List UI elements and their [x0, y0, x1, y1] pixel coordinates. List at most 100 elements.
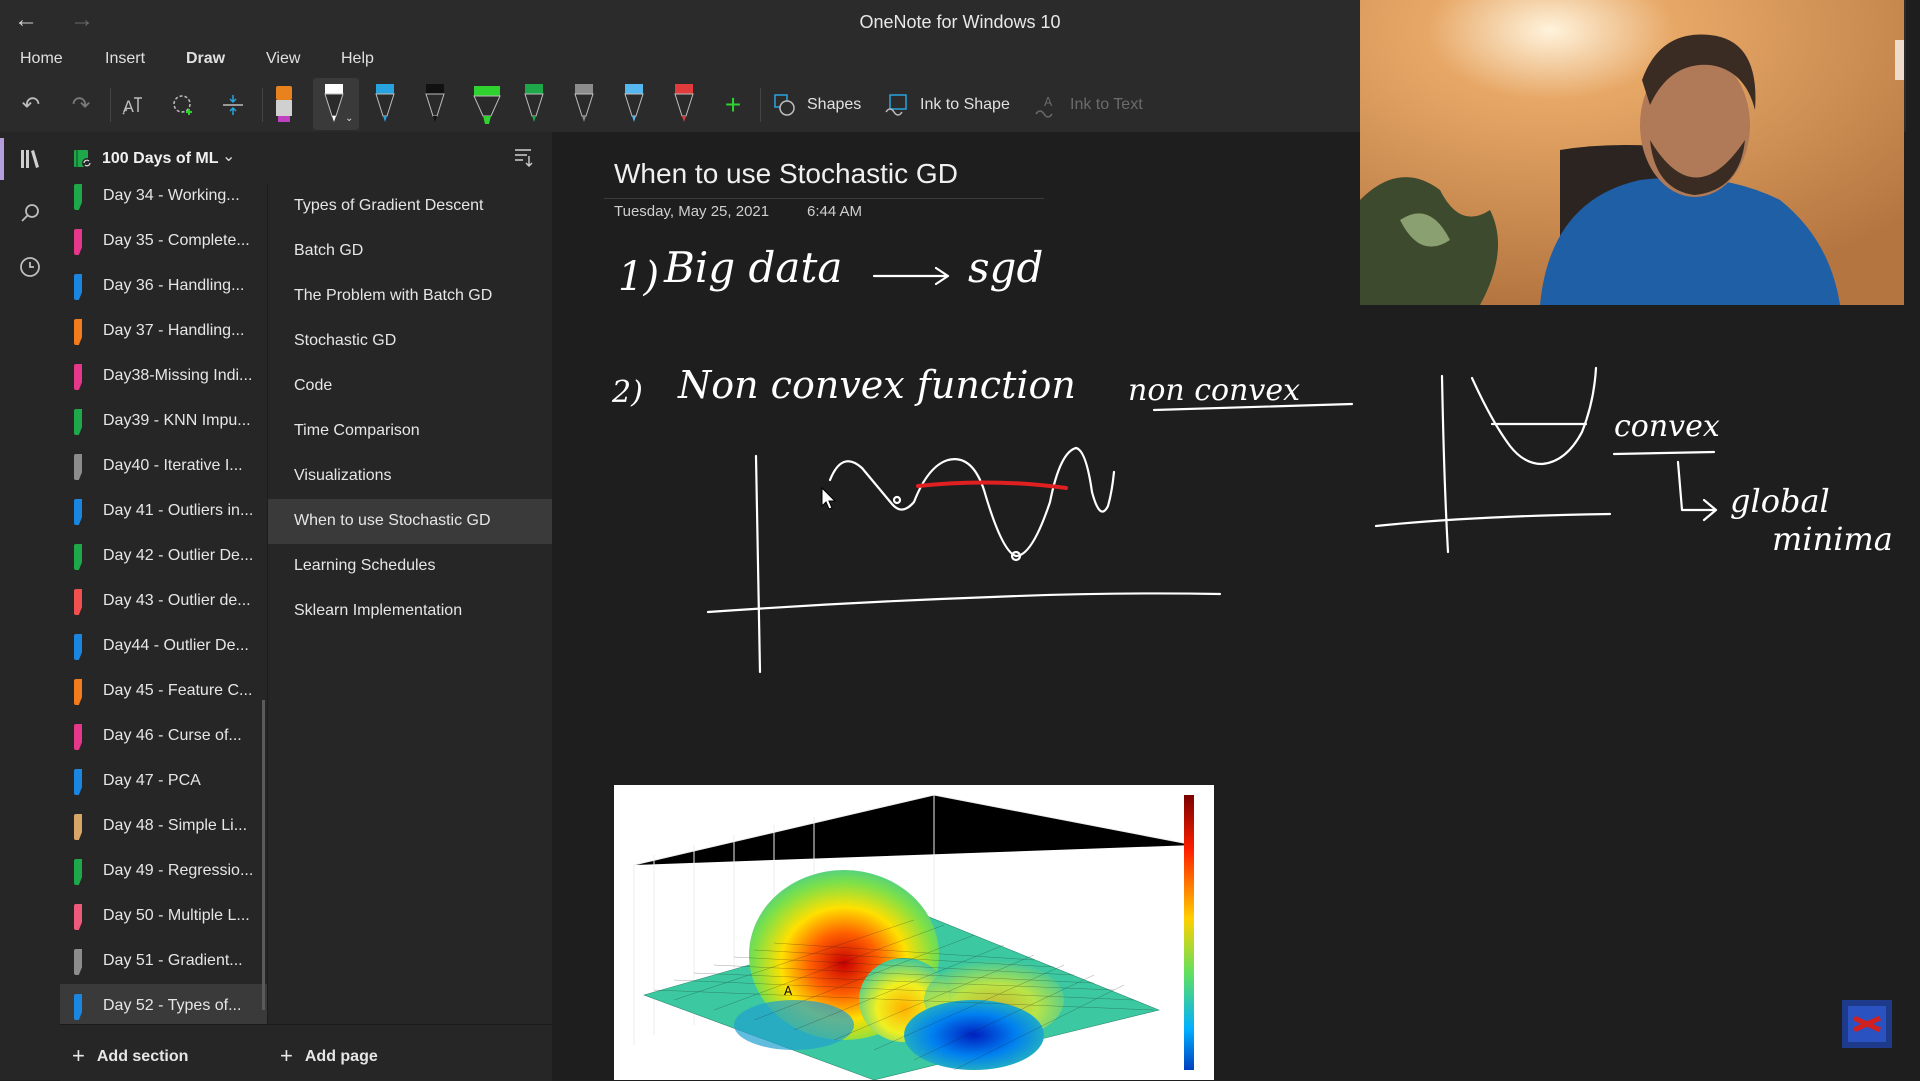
section-item[interactable]: Day 34 - Working... [60, 184, 267, 219]
pen-red-icon[interactable] [672, 82, 696, 126]
shapes-icon[interactable] [770, 90, 800, 120]
pen-green-icon[interactable] [522, 82, 546, 126]
notebook-name[interactable]: 100 Days of ML [102, 150, 219, 167]
section-label: Day 41 - Outliers in... [103, 502, 254, 519]
page-item[interactable]: Code [268, 364, 553, 409]
tab-view[interactable]: View [266, 50, 301, 67]
section-item[interactable]: Day 48 - Simple Li... [60, 804, 267, 849]
pen-blue-icon[interactable] [373, 82, 397, 126]
section-color-tab-icon [74, 814, 82, 840]
add-space-icon[interactable] [218, 90, 248, 120]
sort-icon[interactable] [512, 146, 534, 173]
add-section-button[interactable]: + Add section [72, 1043, 188, 1069]
section-item[interactable]: Day 42 - Outlier De... [60, 534, 267, 579]
ink-line1-text: Big data [663, 243, 842, 292]
page-item[interactable]: The Problem with Batch GD [268, 274, 553, 319]
highlighter-green-icon[interactable] [472, 82, 502, 126]
notebooks-icon[interactable] [15, 144, 45, 174]
section-item[interactable]: Day39 - KNN Impu... [60, 399, 267, 444]
tab-insert[interactable]: Insert [105, 50, 146, 67]
page-title[interactable]: When to use Stochastic GD [614, 158, 958, 189]
recent-clock-icon[interactable] [15, 252, 45, 282]
section-item[interactable]: Day40 - Iterative I... [60, 444, 267, 489]
section-item[interactable]: Day 45 - Feature C... [60, 669, 267, 714]
pen-lightblue-icon[interactable] [622, 82, 646, 126]
section-item[interactable]: Day 49 - Regressio... [60, 849, 267, 894]
page-item[interactable]: Stochastic GD [268, 319, 553, 364]
ink-hook-arrow [1676, 460, 1718, 522]
ink-to-text-button[interactable]: Ink to Text [1070, 96, 1143, 113]
section-item[interactable]: Day 46 - Curse of... [60, 714, 267, 759]
ink-to-shape-icon[interactable] [882, 90, 912, 120]
page-label: Visualizations [294, 467, 392, 484]
surface-plot-image[interactable]: A [614, 785, 1214, 1080]
ink-red-line [916, 480, 1068, 490]
add-pen-icon[interactable]: + [724, 89, 742, 120]
section-item[interactable]: Day 50 - Multiple L... [60, 894, 267, 939]
section-label: Day 43 - Outlier de... [103, 592, 251, 609]
page-item[interactable]: Visualizations [268, 454, 553, 499]
page-item[interactable]: When to use Stochastic GD [268, 499, 553, 544]
redo-icon[interactable]: ↷ [71, 92, 91, 117]
section-item[interactable]: Day 35 - Complete... [60, 219, 267, 264]
section-label: Day 47 - PCA [103, 772, 201, 789]
title-underline [604, 198, 1044, 199]
tab-home[interactable]: Home [20, 50, 63, 67]
rail-selected-indicator [0, 138, 4, 180]
section-label: Day 46 - Curse of... [103, 727, 242, 744]
tab-draw[interactable]: Draw [186, 50, 226, 79]
section-item[interactable]: Day 36 - Handling... [60, 264, 267, 309]
section-item[interactable]: Day44 - Outlier De... [60, 624, 267, 669]
app-thumbnail-icon [1842, 1000, 1892, 1048]
section-label: Day 48 - Simple Li... [103, 817, 248, 834]
pen-black-icon[interactable] [423, 82, 447, 126]
page-item[interactable]: Sklearn Implementation [268, 589, 553, 634]
tab-help[interactable]: Help [341, 50, 374, 67]
section-item[interactable]: Day 47 - PCA [60, 759, 267, 804]
lasso-icon[interactable] [168, 90, 198, 120]
section-item[interactable]: Day 43 - Outlier de... [60, 579, 267, 624]
section-item[interactable]: Day 41 - Outliers in... [60, 489, 267, 534]
webcam-overlay [1360, 0, 1904, 305]
page-item[interactable]: Types of Gradient Descent [268, 184, 553, 229]
ink-x-axis [706, 592, 1222, 614]
ink-arrow [872, 266, 950, 286]
ink-drawing[interactable]: 1) Big data sgd 2) Non convex function n… [552, 132, 1920, 782]
section-item[interactable]: Day38-Missing Indi... [60, 354, 267, 399]
ink-global-minimum-point [1010, 550, 1022, 562]
arrow-right-icon[interactable]: → [70, 6, 94, 33]
plus-icon: + [280, 1043, 293, 1068]
section-item[interactable]: Day 51 - Gradient... [60, 939, 267, 984]
section-item[interactable]: Day 52 - Types of... [60, 984, 267, 1024]
section-color-tab-icon [74, 679, 82, 705]
page-list: Types of Gradient Descent Batch GD The Pro… [267, 184, 553, 1024]
section-label: Day 35 - Complete... [103, 232, 250, 249]
page-label: When to use Stochastic GD [294, 512, 491, 529]
page-item[interactable]: Batch GD [268, 229, 553, 274]
page-label: Types of Gradient Descent [294, 197, 484, 214]
lasso-select-icon[interactable]: A [118, 90, 148, 120]
pen-white-icon[interactable] [322, 82, 346, 126]
section-color-tab-icon [74, 184, 82, 210]
pen-orange-icon[interactable] [272, 82, 296, 126]
section-label: Day 50 - Multiple L... [103, 907, 250, 924]
pen-gray-icon[interactable] [572, 82, 596, 126]
chevron-down-icon[interactable]: ⌄ [345, 113, 354, 124]
page-item[interactable]: Time Comparison [268, 409, 553, 454]
ink-to-text-icon[interactable]: A [1032, 90, 1062, 120]
arrow-left-icon[interactable]: ← [14, 6, 38, 33]
section-item[interactable]: Day 37 - Handling... [60, 309, 267, 354]
shapes-button[interactable]: Shapes [807, 96, 862, 113]
notebook-sync-icon [72, 148, 94, 175]
chevron-down-icon[interactable]: ⌄ [222, 148, 236, 165]
page-scrollbar[interactable] [1906, 0, 1920, 1080]
ink-to-shape-button[interactable]: Ink to Shape [920, 96, 1010, 113]
page-date: Tuesday, May 25, 2021 [614, 203, 770, 220]
page-item[interactable]: Learning Schedules [268, 544, 553, 589]
search-icon[interactable] [15, 198, 45, 228]
add-page-button[interactable]: + Add page [280, 1043, 378, 1069]
page-time: 6:44 AM [807, 203, 863, 220]
section-scrollbar[interactable] [262, 700, 265, 1010]
page-label: Stochastic GD [294, 332, 397, 349]
undo-icon[interactable]: ↶ [21, 92, 41, 117]
